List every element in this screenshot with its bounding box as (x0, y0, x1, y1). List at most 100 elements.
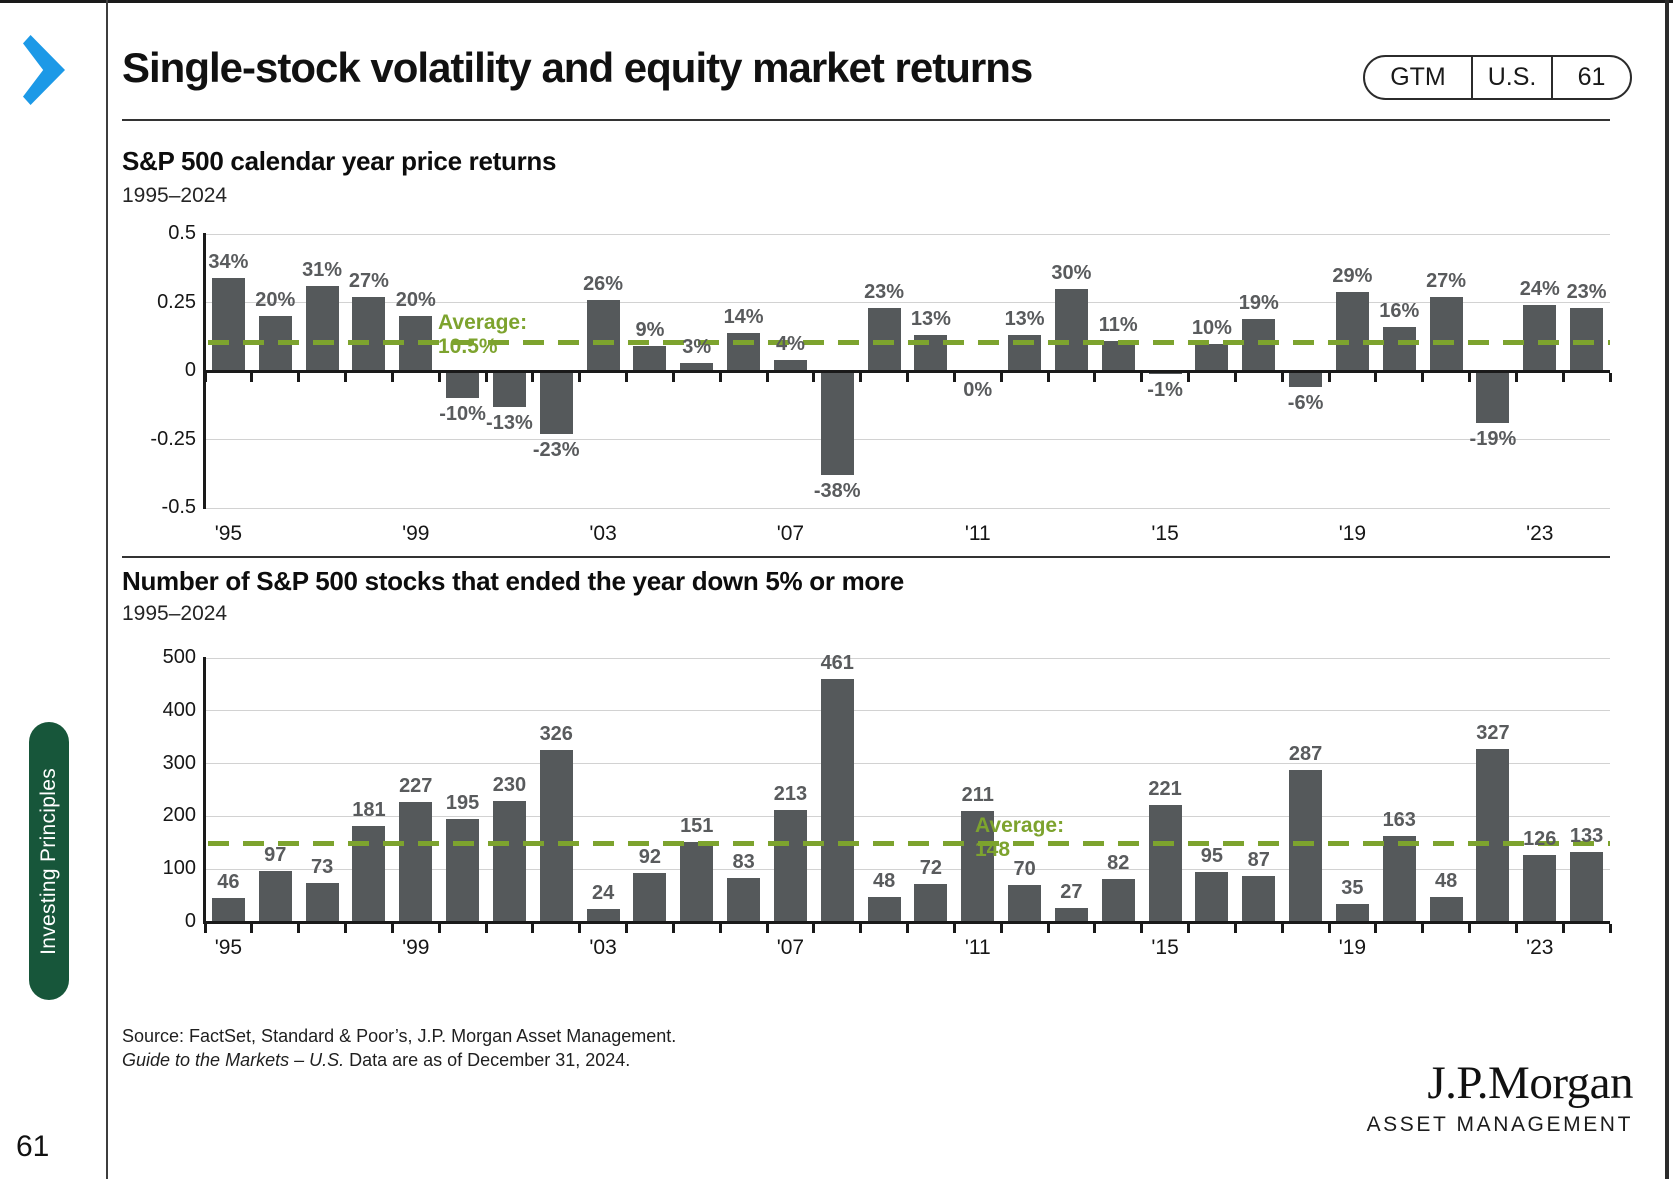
bar-2005 (680, 842, 714, 922)
bar-2009 (867, 307, 901, 371)
axis-tick-mark (1187, 372, 1190, 382)
jpmorgan-logo: J.P.Morgan ASSET MANAGEMENT (1367, 1058, 1634, 1137)
bar-2007 (773, 809, 807, 922)
axis-tick-mark (390, 923, 394, 933)
bar-2024 (1570, 851, 1604, 922)
guide-rest: Data are as of December 31, 2024. (344, 1050, 631, 1070)
bar-value-label: 70 (1013, 858, 1036, 881)
bar-value-label: 95 (1200, 844, 1224, 867)
bar-value-label: 34% (208, 250, 249, 273)
chart2-subtitle: 1995–2024 (122, 602, 228, 625)
source-note: Source: FactSet, Standard & Poor’s, J.P.… (122, 1024, 676, 1072)
x-tick-label: '19 (1338, 936, 1367, 959)
x-tick-label: '95 (214, 522, 243, 545)
y-tick-label: 300 (162, 751, 196, 774)
bar-value-label: 29% (1332, 264, 1373, 287)
axis-tick-mark (1093, 372, 1097, 382)
axis-tick-mark (859, 923, 863, 933)
axis-tick-mark (1140, 923, 1144, 933)
bar-value-label: 87 (1247, 849, 1270, 872)
bar-2023 (1523, 855, 1557, 922)
chart1-subtitle: 1995–2024 (122, 184, 228, 207)
bar-2002 (539, 371, 573, 435)
sidebar-tab-label: Investing Principles (37, 767, 60, 955)
bar-2011 (961, 810, 995, 922)
gtm-badge-region: U.S. (1471, 57, 1551, 98)
bar-2019 (1335, 291, 1369, 371)
bar-value-label: -6% (1287, 392, 1324, 415)
x-tick-label: '03 (589, 936, 617, 959)
bar-value-label: -10% (439, 403, 486, 426)
bar-value-label: 13% (1004, 308, 1045, 331)
bar-1998 (352, 297, 386, 371)
axis-tick-mark (1514, 923, 1518, 933)
bar-value-label: 35 (1341, 876, 1364, 899)
bar-value-label: 9% (635, 319, 665, 342)
bar-2008 (820, 371, 854, 476)
average-line (208, 339, 1610, 345)
x-tick-label: '03 (589, 522, 617, 545)
axis-tick-mark (906, 372, 909, 382)
y-tick-label: 100 (162, 857, 196, 880)
bar-2023 (1523, 305, 1557, 371)
bar-value-label: -1% (1147, 378, 1183, 401)
bar-2017 (1242, 876, 1276, 922)
bar-value-label: 327 (1476, 722, 1510, 745)
gridline (205, 507, 1610, 509)
axis-tick-mark (531, 372, 535, 382)
axis-tick-mark (625, 372, 628, 382)
x-axis-line (203, 369, 1610, 373)
x-tick-label: '95 (214, 936, 243, 959)
bar-2003 (586, 909, 620, 922)
bar-2000 (446, 371, 480, 399)
bar-value-label: 0% (963, 379, 993, 401)
x-tick-label: '15 (1151, 522, 1179, 545)
bar-2001 (492, 371, 526, 407)
y-tick-label: 0.5 (168, 222, 196, 244)
guide-title: Guide to the Markets – U.S. (122, 1050, 345, 1070)
axis-tick-mark (1374, 372, 1378, 382)
x-tick-label: '23 (1526, 522, 1554, 545)
x-tick-label: '19 (1338, 522, 1367, 545)
bar-2014 (1101, 340, 1135, 371)
axis-tick-mark (812, 923, 816, 933)
x-tick-label: '07 (776, 522, 805, 545)
bar-value-label: 31% (302, 259, 343, 282)
axis-tick-mark (1561, 372, 1565, 382)
gridline (205, 763, 1610, 765)
y-tick-label: 0 (184, 359, 196, 381)
bar-value-label: 20% (255, 289, 296, 312)
bar-value-label: 461 (820, 651, 854, 674)
source-line: Source: FactSet, Standard & Poor’s, J.P.… (122, 1026, 677, 1046)
bar-1996 (258, 870, 292, 922)
axis-tick-mark (1233, 372, 1237, 382)
page-right-border (1665, 0, 1669, 1179)
bar-2009 (867, 896, 901, 922)
bar-value-label: 27% (1426, 270, 1467, 293)
gridline (205, 657, 1610, 659)
y-tick-label: 500 (162, 646, 196, 668)
bar-value-label: 16% (1379, 300, 1420, 323)
axis-tick-mark (625, 923, 628, 933)
bar-value-label: 227 (399, 775, 433, 798)
bar-value-label: 26% (583, 272, 624, 295)
axis-tick-mark (250, 923, 254, 933)
axis-tick-mark (1233, 923, 1237, 933)
x-tick-label: '11 (964, 522, 991, 545)
bar-2021 (1429, 896, 1463, 922)
y-axis-line (203, 657, 206, 923)
gridline (205, 302, 1610, 303)
axis-tick-mark (297, 372, 301, 382)
bar-2008 (820, 678, 854, 922)
bar-value-label: 19% (1238, 291, 1279, 314)
x-axis-line (203, 920, 1610, 924)
bar-value-label: 13% (910, 308, 951, 331)
bar-1995 (211, 277, 245, 371)
average-label: Average: 10.5% (438, 311, 528, 358)
axis-tick-mark (250, 372, 254, 382)
bar-2007 (773, 360, 807, 371)
axis-tick-mark (1140, 372, 1144, 382)
bar-1995 (211, 897, 245, 922)
axis-tick-mark (203, 372, 207, 382)
bar-value-label: 83 (732, 851, 755, 874)
